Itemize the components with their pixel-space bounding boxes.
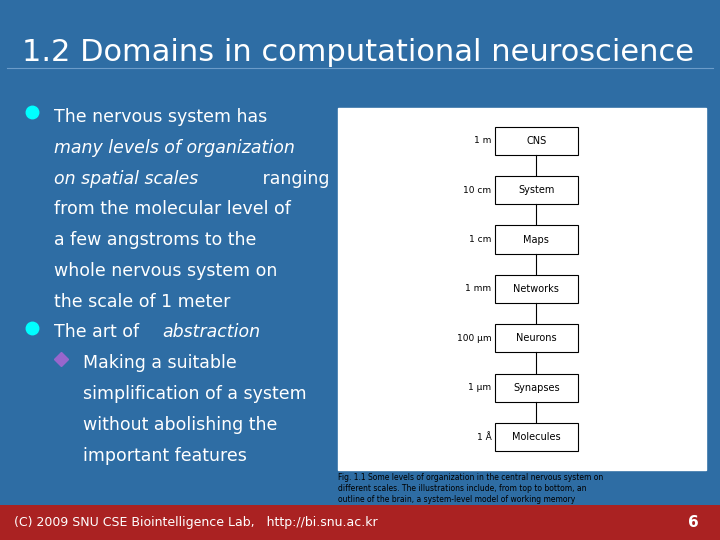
Text: System: System [518,185,554,195]
Text: 1 cm: 1 cm [469,235,491,244]
Bar [495,176,577,204]
Text: Making a suitable: Making a suitable [83,354,237,372]
Bar [495,226,577,254]
Text: The nervous system has: The nervous system has [54,108,267,126]
Text: whole nervous system on: whole nervous system on [54,262,277,280]
Text: Maps: Maps [523,234,549,245]
Text: Synapses: Synapses [513,383,559,393]
Text: CNS: CNS [526,136,546,146]
Text: 1 Å: 1 Å [477,433,491,442]
Text: 1 mm: 1 mm [465,285,491,293]
Text: 1 μm: 1 μm [468,383,491,392]
Text: 6: 6 [688,515,698,530]
Text: The art of: The art of [54,323,145,341]
Bar [495,324,577,352]
Text: Molecules: Molecules [512,432,561,442]
Text: important features: important features [83,447,247,464]
Text: Fig. 1.1 Some levels of organization in the central nervous system on
different : Fig. 1.1 Some levels of organization in … [338,472,613,540]
Text: (C) 2009 SNU CSE Biointelligence Lab,   http://bi.snu.ac.kr: (C) 2009 SNU CSE Biointelligence Lab, ht… [14,516,378,529]
Bar [338,108,706,470]
Text: a few angstroms to the: a few angstroms to the [54,231,256,249]
Text: Networks: Networks [513,284,559,294]
Bar [495,275,577,303]
Text: the scale of 1 meter: the scale of 1 meter [54,293,230,310]
Bar [495,423,577,451]
Text: 100 μm: 100 μm [456,334,491,343]
Bar [0,505,720,540]
Bar [495,374,577,402]
Text: many levels of organization: many levels of organization [54,139,295,157]
Text: ranging: ranging [257,170,330,187]
Text: 1.2 Domains in computational neuroscience: 1.2 Domains in computational neuroscienc… [22,38,693,67]
Text: from the molecular level of: from the molecular level of [54,200,291,218]
Text: 10 cm: 10 cm [463,186,491,194]
Text: Neurons: Neurons [516,333,557,343]
Text: simplification of a system: simplification of a system [83,385,307,403]
Text: 1 m: 1 m [474,136,491,145]
Text: on spatial scales: on spatial scales [54,170,198,187]
Text: abstraction: abstraction [162,323,260,341]
Bar [495,127,577,155]
Text: without abolishing the: without abolishing the [83,416,277,434]
